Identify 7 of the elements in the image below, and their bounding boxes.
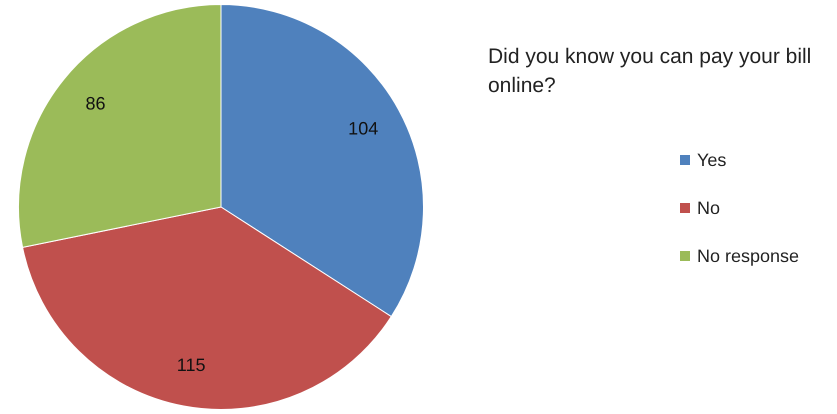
- data-label: 104: [348, 118, 378, 138]
- data-label: 86: [86, 93, 106, 114]
- legend-label: No response: [697, 246, 800, 266]
- legend-label: Yes: [697, 150, 726, 170]
- legend-label: No: [697, 198, 720, 218]
- data-label: 115: [176, 355, 206, 376]
- text: Did you know you can pay your bill online?: [488, 44, 812, 99]
